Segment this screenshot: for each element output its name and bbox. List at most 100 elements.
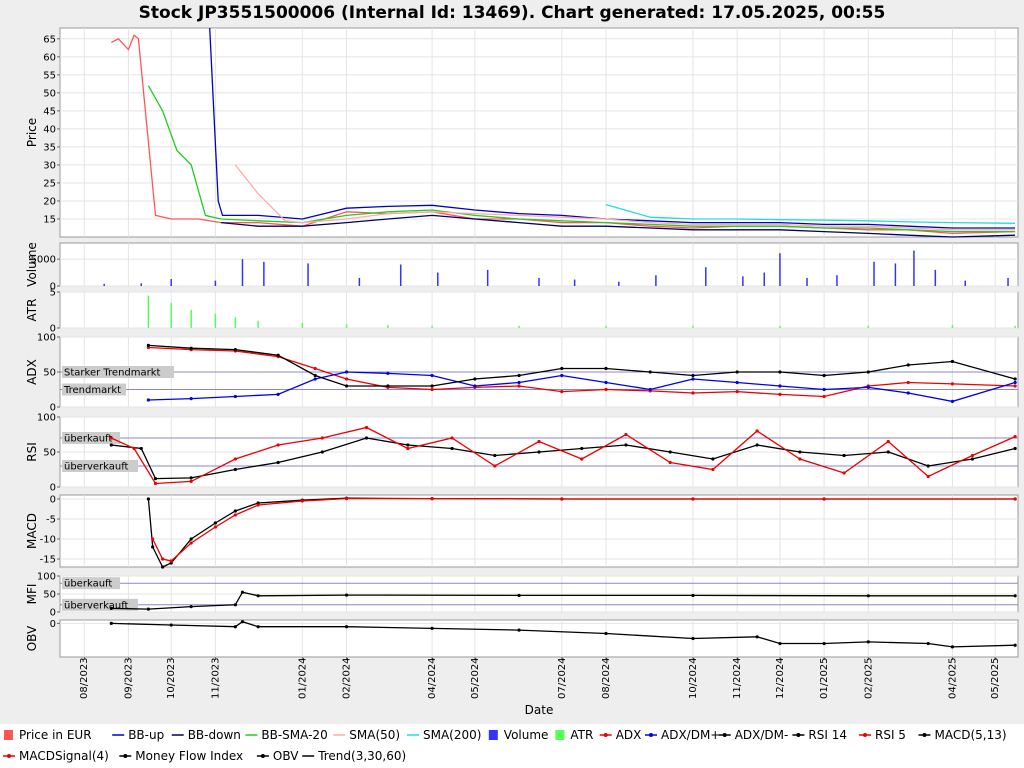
obv-point-obv — [240, 620, 245, 624]
legend-item-mfi: Money Flow Index — [119, 749, 243, 763]
x-tick-label: 01/2025 — [819, 657, 830, 699]
rsi-point-rsi5 — [798, 457, 802, 461]
x-tick-label: 12/2024 — [775, 657, 786, 699]
price-series-bb_up — [209, 27, 1016, 229]
adx-point-dm_minus — [1013, 377, 1017, 381]
macd-point-macd_signal — [1013, 497, 1017, 501]
rsi-point-rsi5 — [493, 464, 497, 468]
rsi-point-rsi5 — [580, 457, 584, 461]
adx-point-dm_minus — [313, 373, 317, 378]
rsi-point-rsi5 — [406, 446, 410, 451]
adx-point-dm_minus — [604, 366, 608, 371]
macd-ytick-label: -10 — [40, 535, 56, 546]
legend-item-volume: Volume — [488, 728, 548, 742]
adx-point-adx — [735, 390, 739, 394]
mfi-ytick-label: 50 — [43, 590, 56, 601]
adx-point-dm_plus — [691, 377, 695, 381]
legend-label: MACD(5,13) — [935, 728, 1007, 742]
rsi-ytick-label: 100 — [37, 413, 56, 424]
obv-point-obv — [755, 635, 759, 639]
adx-point-dm_minus — [430, 384, 434, 388]
legend-item-rsi14: RSI 14 — [792, 728, 847, 742]
atr-ylabel: ATR — [25, 299, 39, 322]
adx-ref-label: Trendmarkt — [63, 385, 121, 396]
legend-item-atr: ATR — [555, 728, 593, 742]
legend-item-sma50: SMA(50) — [333, 728, 400, 742]
rsi-point-rsi14 — [276, 460, 280, 465]
rsi-point-rsi14 — [624, 443, 628, 447]
macd-plot-area — [59, 494, 1019, 568]
legend-swatch — [488, 730, 498, 740]
rsi-point-rsi14 — [886, 450, 890, 454]
rsi-point-rsi14 — [450, 446, 454, 451]
legend-label: BB-up — [128, 728, 164, 742]
adx-point-adx — [950, 382, 955, 386]
rsi-point-rsi5 — [1013, 435, 1017, 439]
legend-item-bb_up: BB-up — [112, 728, 164, 742]
adx-ref-label-bg — [62, 383, 126, 396]
x-tick-label: 10/2023 — [166, 657, 177, 699]
panel-price: 15 20 25 30 35 40 45 50 55 60 65 Price — [25, 27, 1019, 238]
legend-item-rsi5: RSI 5 — [859, 728, 906, 742]
legend-label: ADX/DM- — [735, 728, 789, 742]
rsi-point-rsi5 — [276, 443, 280, 447]
adx-point-dm_minus — [386, 384, 390, 388]
legend-item-obv: OBV — [256, 749, 299, 763]
legend-label: Price in EUR — [19, 728, 92, 742]
mfi-point-mfi — [866, 594, 870, 598]
adx-point-dm_plus — [473, 384, 477, 388]
legend-label: Money Flow Index — [135, 749, 243, 763]
volume-ylabel: Volume — [25, 242, 39, 287]
mfi-ref-label-bg — [62, 598, 138, 611]
adx-point-adx — [822, 394, 826, 399]
legend-marker — [922, 733, 927, 737]
rsi-point-rsi5 — [970, 453, 974, 458]
legend-label: ATR — [570, 728, 593, 742]
obv-point-obv — [866, 640, 870, 644]
adx-point-dm_minus — [473, 377, 477, 381]
macd-point-macd_signal — [300, 499, 304, 503]
rsi-point-rsi14 — [798, 450, 802, 454]
adx-point-dm_plus — [906, 391, 910, 395]
legend-label: OBV — [273, 749, 299, 763]
rsi-point-rsi14 — [842, 453, 846, 458]
x-axis: 08/2023 09/2023 10/2023 11/2023 01/2024 02/20… — [79, 657, 1001, 717]
macd-point-macd_signal — [151, 537, 155, 541]
adx-ref-label: Starker Trendmarkt — [64, 368, 161, 379]
atr-plot-area — [59, 291, 1019, 329]
legend-label: BB-down — [188, 728, 241, 742]
adx-point-dm_plus — [778, 384, 782, 388]
legend-marker — [649, 733, 653, 737]
adx-point-dm_plus — [648, 387, 652, 392]
panel-atr: 0 5 ATR — [25, 288, 1019, 335]
price-ytick-label: 40 — [43, 124, 56, 135]
atr-ytick-label: 0 — [50, 324, 56, 335]
legend-marker — [722, 733, 727, 737]
x-tick-label: 09/2023 — [123, 657, 134, 699]
adx-ytick-label: 50 — [43, 368, 56, 379]
adx-point-adx — [906, 380, 910, 385]
legend-marker — [260, 754, 265, 758]
macd-ytick-label: -5 — [46, 515, 56, 526]
adx-point-adx — [560, 390, 564, 394]
rsi-point-rsi14 — [926, 464, 930, 468]
legend-label: ADX — [616, 728, 642, 742]
legend-marker — [123, 754, 128, 758]
rsi-point-rsi14 — [537, 450, 541, 454]
adx-point-dm_plus — [146, 398, 150, 402]
adx-point-dm_plus — [560, 373, 564, 378]
rsi-point-rsi14 — [153, 477, 158, 481]
adx-point-adx — [517, 384, 521, 388]
mfi-point-mfi — [146, 607, 150, 611]
chart-panels: 1520253035404550556065Price05000Volume05… — [25, 27, 1019, 658]
adx-point-dm_plus — [950, 399, 955, 403]
macd-point-macd_signal — [169, 559, 173, 563]
adx-ytick-label: 0 — [50, 403, 56, 414]
price-series-sma200 — [605, 203, 1016, 224]
obv-point-obv — [604, 631, 608, 636]
price-ytick-label: 15 — [43, 214, 56, 225]
rsi-point-rsi5 — [755, 429, 759, 433]
price-ytick-label: 50 — [43, 88, 56, 99]
rsi-point-rsi14 — [109, 443, 113, 447]
rsi-point-rsi14 — [1013, 446, 1017, 451]
